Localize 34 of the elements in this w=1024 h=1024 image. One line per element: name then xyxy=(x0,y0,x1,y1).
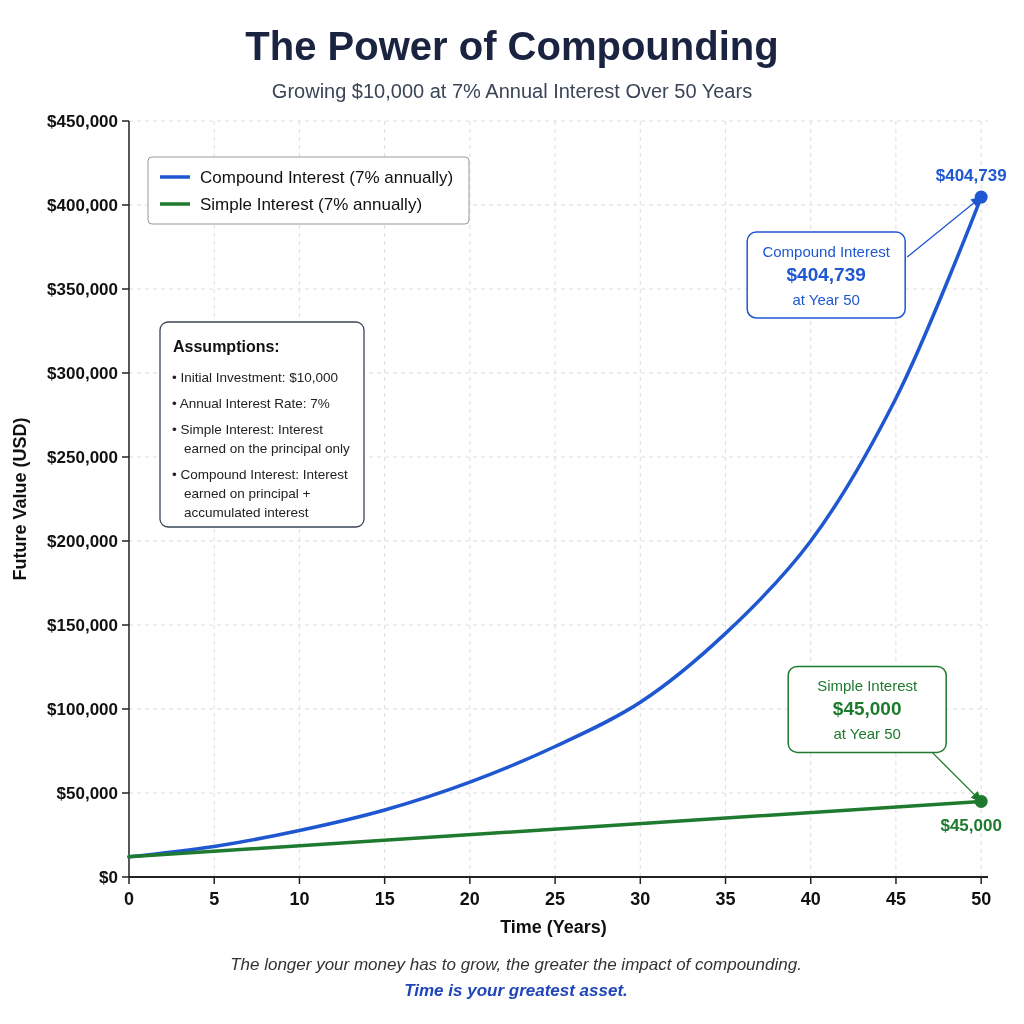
y-axis-title: Future Value (USD) xyxy=(10,417,30,581)
y-tick-label: $300,000 xyxy=(47,364,118,383)
data-label: $404,739 xyxy=(935,166,1007,186)
chart-title: The Power of Compounding xyxy=(245,24,779,68)
y-tick-label: $350,000 xyxy=(47,280,118,299)
x-tick-label: 40 xyxy=(800,889,821,909)
y-tick-label: $0 xyxy=(99,868,118,887)
annotation: Compound Interest $404,739 at Year 50 xyxy=(762,243,891,309)
x-tick-label: 50 xyxy=(971,889,992,909)
x-tick-label: 20 xyxy=(459,889,480,909)
x-tick-label: 30 xyxy=(630,889,651,909)
legend-label: Simple Interest (7% annually) xyxy=(200,195,423,214)
data-label: $45,000 xyxy=(940,816,1002,836)
text: The longer your money has to grow, the greater the impact of compounding. xyxy=(230,955,802,974)
y-tick-label: $150,000 xyxy=(47,616,118,635)
legend-label: Compound Interest (7% annually) xyxy=(200,168,454,187)
y-tick-label: $400,000 xyxy=(47,196,118,215)
y-tick-label: $100,000 xyxy=(47,700,118,719)
annotation: Assumptions: • Initial Investment: $10,000 • Annual Interest Rate: 7% • Simple Interest: Interest earned on the principal only • Compound Interest: Interest earned on principal + accumulated interest xyxy=(172,338,351,520)
y-tick-label: $50,000 xyxy=(56,784,118,803)
y-tick-label: $250,000 xyxy=(47,448,118,467)
x-axis-title: Time (Years) xyxy=(500,917,607,937)
y-tick-label: $450,000 xyxy=(47,112,118,131)
chart-subtitle: Growing $10,000 at 7% Annual Interest Over 50 Years xyxy=(271,80,753,102)
x-tick-label: 25 xyxy=(545,889,566,909)
annotation: Simple Interest $45,000 at Year 50 xyxy=(817,677,919,743)
text: Time is your greatest asset. xyxy=(404,981,628,1000)
x-tick-label: 35 xyxy=(715,889,736,909)
x-tick-label: 5 xyxy=(209,889,220,909)
x-tick-label: 10 xyxy=(289,889,310,909)
x-tick-label: 0 xyxy=(123,889,135,909)
x-tick-label: 45 xyxy=(885,889,906,909)
x-tick-label: 15 xyxy=(374,889,395,909)
y-tick-label: $200,000 xyxy=(47,532,118,551)
